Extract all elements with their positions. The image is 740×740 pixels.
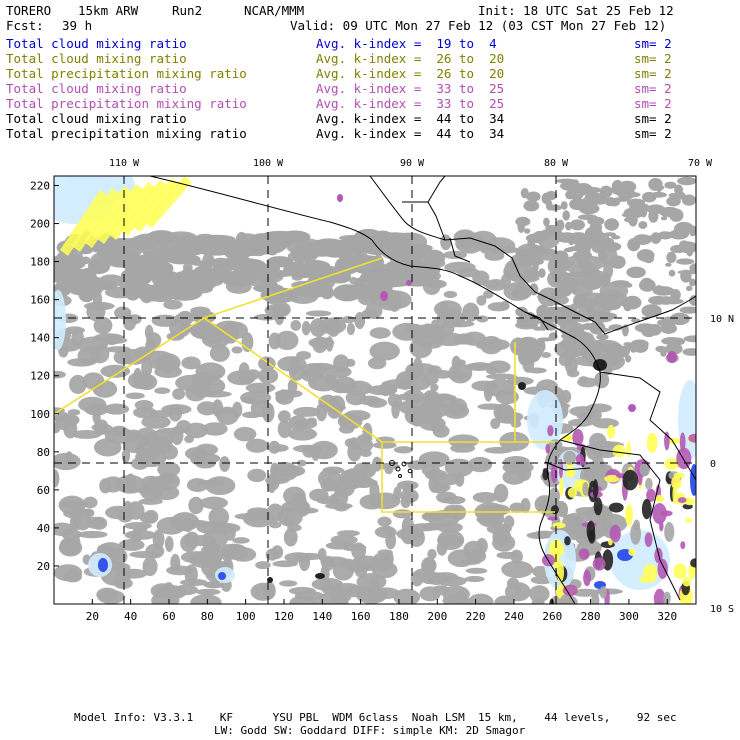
lon-label-2: 90 W — [400, 158, 425, 169]
model-resolution: 15km ARW — [78, 3, 139, 18]
lon-label-0: 110 W — [109, 158, 140, 169]
border-colombia-venezuela — [599, 371, 696, 481]
y-tick-label-120: 120 — [30, 370, 50, 383]
y-tick-label-200: 200 — [30, 218, 50, 231]
x-tick-label-40: 40 — [124, 610, 137, 623]
x-tick-label-180: 180 — [389, 610, 409, 623]
latitude-labels: 10 N 0 10 S — [710, 314, 734, 615]
lat-label-2: 10 S — [710, 604, 734, 615]
border-costa-rica — [524, 311, 549, 331]
domain-line-south — [203, 317, 555, 513]
init-time: Init: 18 UTC Sat 25 Feb 12 — [478, 3, 674, 18]
yucatan-coast — [427, 176, 446, 203]
x-tick-label-100: 100 — [236, 610, 256, 623]
y-tick-label-40: 40 — [37, 522, 50, 535]
x-tick-label-140: 140 — [312, 610, 332, 623]
plot-frame — [53, 175, 697, 605]
legend-kindex-2: Avg. k-index = 26 to 20 — [316, 66, 505, 81]
x-tick-label-220: 220 — [466, 610, 486, 623]
model-name: TORERO — [6, 3, 52, 18]
x-tick-label-320: 320 — [657, 610, 677, 623]
x-tick-label-260: 260 — [542, 610, 562, 623]
y-tick-label-180: 180 — [30, 256, 50, 269]
run-label: Run2 — [172, 3, 203, 18]
graticule — [54, 176, 696, 604]
legend-kindex-5: Avg. k-index = 44 to 34 — [316, 111, 505, 126]
x-tick-label-300: 300 — [619, 610, 639, 623]
forecast-label: Fcst: — [6, 18, 44, 33]
model-info: Model Info: V3.3.1 KF YSU PBL WDM 6class… — [74, 711, 677, 724]
border-guatemala — [449, 237, 471, 263]
x-tick-label-280: 280 — [581, 610, 601, 623]
galapagos-islands — [389, 460, 413, 478]
lat-label-0: 10 N — [710, 314, 734, 325]
coastlines — [149, 176, 696, 604]
y-axis-ticks: 20 40 60 80 100 120 140 160 180 200 220 — [30, 180, 59, 573]
valid-time: Valid: 09 UTC Mon 27 Feb 12 (03 CST Mon … — [290, 18, 667, 33]
lon-label-3: 80 W — [544, 158, 569, 169]
legend-sm-4: sm= 2 — [634, 96, 672, 111]
y-tick-label-140: 140 — [30, 332, 50, 345]
lon-label-1: 100 W — [253, 158, 284, 169]
legend-sm-6: sm= 2 — [634, 126, 672, 141]
lon-label-4: 70 W — [688, 158, 713, 169]
legend-field-1: Total cloud mixing ratio — [6, 51, 187, 66]
legend-kindex-1: Avg. k-index = 26 to 20 — [316, 51, 505, 66]
org-label: NCAR/MMM — [244, 3, 305, 18]
forecast-hour: 39 h — [62, 18, 93, 33]
south-america-north-coast — [604, 295, 696, 335]
legend-sm-5: sm= 2 — [634, 111, 672, 126]
legend-sm-3: sm= 2 — [634, 81, 672, 96]
x-tick-label-20: 20 — [86, 610, 99, 623]
x-tick-label-60: 60 — [162, 610, 175, 623]
y-tick-label-100: 100 — [30, 408, 50, 421]
x-tick-label-240: 240 — [504, 610, 524, 623]
pacific-coastline — [149, 176, 601, 604]
x-tick-label-160: 160 — [351, 610, 371, 623]
legend-sm-1: sm= 2 — [634, 51, 672, 66]
nested-domain-outlines — [54, 257, 555, 513]
y-tick-label-20: 20 — [37, 560, 50, 573]
legend-field-6: Total precipitation mixing ratio — [6, 126, 247, 141]
legend-field-0: Total cloud mixing ratio — [6, 36, 187, 51]
x-tick-label-120: 120 — [274, 610, 294, 623]
y-tick-label-60: 60 — [37, 484, 50, 497]
border-ecuador-peru — [544, 461, 591, 471]
legend-sm-0: sm= 2 — [634, 36, 672, 51]
legend-field-4: Total precipitation mixing ratio — [6, 96, 247, 111]
x-tick-label-80: 80 — [201, 610, 214, 623]
legend-kindex-6: Avg. k-index = 44 to 34 — [316, 126, 505, 141]
y-tick-label-220: 220 — [30, 180, 50, 193]
y-tick-label-80: 80 — [37, 446, 50, 459]
legend-field-2: Total precipitation mixing ratio — [6, 66, 247, 81]
border-ecuador-peru-brazil — [559, 439, 681, 601]
physics-info: LW: Godd SW: Goddard DIFF: simple KM: 2D… — [214, 724, 526, 737]
y-tick-label-160: 160 — [30, 294, 50, 307]
lat-label-1: 0 — [710, 459, 716, 470]
legend-sm-2: sm= 2 — [634, 66, 672, 81]
legend-kindex-3: Avg. k-index = 33 to 25 — [316, 81, 505, 96]
legend-field-5: Total cloud mixing ratio — [6, 111, 187, 126]
caribbean-coast — [402, 201, 606, 335]
legend-kindex-4: Avg. k-index = 33 to 25 — [316, 96, 505, 111]
legend-kindex-0: Avg. k-index = 19 to 4 — [316, 36, 497, 51]
longitude-labels: 110 W 100 W 90 W 80 W 70 W — [109, 158, 713, 169]
x-axis-ticks: 20 40 60 80 100 120 140 160 180 200 220 240 260 280 30… — [86, 599, 677, 623]
x-tick-label-200: 200 — [427, 610, 447, 623]
legend-field-3: Total cloud mixing ratio — [6, 81, 187, 96]
gulf-coast — [369, 176, 446, 241]
